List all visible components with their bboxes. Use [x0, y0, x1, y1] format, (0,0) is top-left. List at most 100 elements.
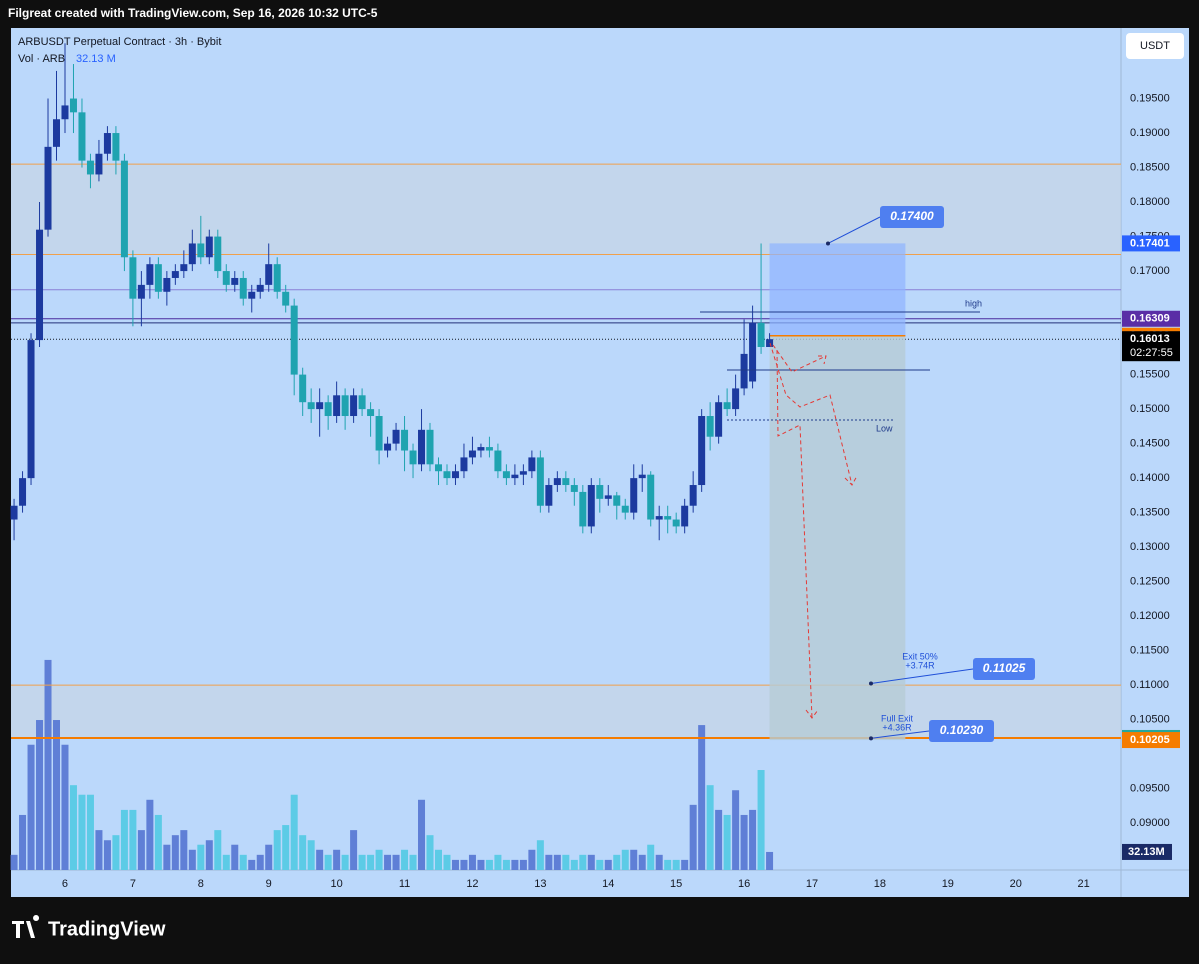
candle-body: [468, 450, 476, 458]
volume-bar: [265, 844, 273, 870]
candle-body: [171, 271, 179, 278]
candle-body: [553, 478, 561, 486]
y-tick-label: 0.10500: [1130, 714, 1170, 726]
volume-bar: [163, 844, 171, 870]
x-tick-label: 12: [466, 878, 478, 890]
price-badge-label: 0.16013: [1130, 333, 1170, 345]
candle-body: [341, 395, 349, 417]
candle-body: [740, 353, 748, 389]
y-tick-label: 0.13500: [1130, 507, 1170, 519]
volume-bar: [324, 854, 332, 870]
volume-bar: [681, 859, 689, 870]
candle-body: [502, 471, 510, 479]
candle-body: [698, 416, 706, 486]
candle-body: [316, 402, 324, 410]
drawings: [700, 311, 980, 719]
volume-bar: [562, 854, 570, 870]
candle-body: [324, 402, 332, 417]
position-reward: [769, 335, 906, 741]
candle-body: [519, 471, 527, 475]
price-badge: [1122, 310, 1180, 327]
candle-body: [451, 471, 459, 479]
price-badge: [1122, 331, 1180, 362]
x-tick-label: 9: [266, 878, 272, 890]
candle-body: [61, 105, 69, 120]
candle-body: [689, 485, 697, 506]
volume-bar: [409, 854, 417, 870]
volume-legend: 32.13 M: [76, 53, 116, 65]
candle-body: [392, 429, 400, 444]
volume-bar: [570, 859, 578, 870]
x-tick-label: 19: [942, 878, 954, 890]
volume-bar: [528, 849, 536, 870]
logo-mark: [12, 915, 40, 938]
watermark: Filgreat created with TradingView.com, S…: [8, 6, 378, 20]
y-tick-label: 0.11000: [1130, 679, 1169, 691]
candle-body: [757, 322, 765, 347]
candle-body: [163, 277, 171, 292]
candle-body: [27, 340, 35, 479]
candle-body: [732, 388, 740, 410]
volume-bar: [188, 849, 196, 870]
candle-body: [112, 133, 120, 161]
candle-body: [95, 153, 103, 175]
candle-body: [290, 305, 298, 375]
price-badge: [1122, 235, 1180, 252]
x-tick-label: 11: [399, 878, 410, 890]
candle-body: [120, 160, 128, 258]
y-tick-label: 0.14500: [1130, 438, 1170, 450]
currency-button[interactable]: [1126, 33, 1184, 59]
candle-body: [78, 112, 86, 161]
candle-body: [528, 457, 536, 472]
price-badge: [1122, 732, 1180, 749]
symbol-title: ARBUSDT Perpetual Contract · 3h · Bybit: [18, 36, 221, 48]
callout-leader: [870, 730, 930, 739]
y-tick-label: 0.13000: [1130, 541, 1170, 553]
volume-bar: [10, 854, 18, 870]
candle-body: [205, 236, 213, 258]
volume-bar: [749, 809, 757, 870]
candle-body: [214, 236, 222, 272]
y-tick-label: 0.18000: [1130, 196, 1170, 208]
y-tick-label: 0.09500: [1130, 783, 1170, 795]
volume-bar: [553, 854, 561, 870]
candle-body: [681, 505, 689, 527]
volume-bar: [103, 840, 111, 870]
candle-body: [307, 402, 315, 410]
candle-body: [485, 447, 493, 451]
candle-body: [239, 277, 247, 299]
volume-bar: [282, 825, 290, 870]
volume-bar: [596, 859, 604, 870]
callout-anchor: [869, 736, 873, 741]
volume-bar: [316, 849, 324, 870]
candle-body: [749, 322, 757, 382]
candle-body: [36, 229, 44, 341]
volume-bar: [511, 859, 519, 870]
callout-label: 0.10230: [940, 723, 984, 737]
volume-bar: [468, 854, 476, 870]
candle-body: [367, 409, 375, 417]
volume-bar: [299, 835, 307, 870]
x-tick-label: 20: [1010, 878, 1022, 890]
volume-bar: [494, 854, 502, 870]
volume-bar: [129, 809, 137, 870]
currency-label[interactable]: USDT: [1140, 40, 1170, 52]
volume-bar: [231, 844, 239, 870]
candle-body: [596, 485, 604, 499]
volume-bar: [766, 851, 774, 870]
candle-body: [129, 257, 137, 299]
candle-body: [477, 447, 485, 451]
candle-body: [375, 416, 383, 451]
volume-bar: [112, 835, 120, 870]
x-tick-label: 16: [738, 878, 750, 890]
candle-body: [706, 416, 714, 437]
volume-bar: [477, 859, 485, 870]
callout-label: 0.11025: [983, 661, 1026, 675]
volume-bar: [146, 799, 154, 870]
candle-body: [19, 478, 27, 506]
candle-body: [86, 160, 94, 175]
candle-body: [197, 243, 205, 258]
candle-body: [231, 277, 239, 285]
candle-body: [137, 284, 145, 299]
